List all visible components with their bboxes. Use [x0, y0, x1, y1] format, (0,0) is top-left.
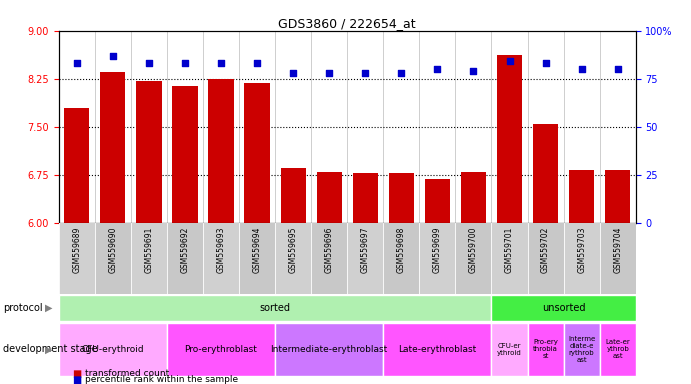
Bar: [167, 323, 275, 376]
Text: GSM559698: GSM559698: [397, 226, 406, 273]
Bar: [275, 223, 311, 294]
Bar: [564, 223, 600, 294]
Bar: [59, 223, 95, 294]
Text: CFU-er
ythroid: CFU-er ythroid: [497, 343, 522, 356]
Text: GSM559696: GSM559696: [325, 226, 334, 273]
Bar: [605, 170, 630, 223]
Bar: [281, 168, 305, 223]
Text: GSM559701: GSM559701: [505, 226, 514, 273]
Text: transformed count: transformed count: [85, 369, 169, 378]
Bar: [384, 323, 491, 376]
Point: [287, 70, 299, 76]
Point: [143, 60, 154, 66]
Bar: [600, 223, 636, 294]
Text: ■: ■: [73, 369, 82, 379]
Bar: [491, 223, 527, 294]
Text: CFU-erythroid: CFU-erythroid: [82, 345, 144, 354]
Point: [504, 58, 515, 65]
Bar: [461, 172, 486, 223]
Text: GSM559697: GSM559697: [361, 226, 370, 273]
Text: GSM559695: GSM559695: [289, 226, 298, 273]
Bar: [600, 323, 636, 376]
Text: sorted: sorted: [260, 303, 291, 313]
Text: Pro-ery
throbia
st: Pro-ery throbia st: [533, 339, 558, 359]
Text: GSM559689: GSM559689: [73, 226, 82, 273]
Text: GSM559699: GSM559699: [433, 226, 442, 273]
Bar: [316, 172, 342, 223]
Text: GSM559692: GSM559692: [180, 226, 189, 273]
Text: ▶: ▶: [45, 344, 53, 354]
Bar: [419, 223, 455, 294]
Text: ▶: ▶: [45, 303, 53, 313]
Bar: [425, 179, 450, 223]
Bar: [311, 223, 347, 294]
Bar: [527, 323, 564, 376]
Text: GSM559691: GSM559691: [144, 226, 153, 273]
Bar: [245, 83, 269, 223]
Bar: [172, 86, 198, 223]
Point: [71, 60, 82, 66]
Point: [576, 66, 587, 72]
Bar: [275, 323, 384, 376]
Bar: [384, 223, 419, 294]
Point: [540, 60, 551, 66]
Text: GSM559693: GSM559693: [216, 226, 225, 273]
Bar: [491, 295, 636, 321]
Text: GSM559702: GSM559702: [541, 226, 550, 273]
Bar: [203, 223, 239, 294]
Bar: [533, 124, 558, 223]
Text: GSM559700: GSM559700: [469, 226, 478, 273]
Text: Intermediate-erythroblast: Intermediate-erythroblast: [271, 345, 388, 354]
Bar: [59, 295, 491, 321]
Bar: [497, 55, 522, 223]
Text: development stage: development stage: [3, 344, 98, 354]
Text: GSM559690: GSM559690: [108, 226, 117, 273]
Bar: [239, 223, 275, 294]
Point: [360, 70, 371, 76]
Bar: [95, 223, 131, 294]
Bar: [527, 223, 564, 294]
Bar: [569, 170, 594, 223]
Text: GSM559694: GSM559694: [253, 226, 262, 273]
Bar: [491, 323, 527, 376]
Bar: [209, 79, 234, 223]
Bar: [352, 174, 378, 223]
Point: [432, 66, 443, 72]
Text: percentile rank within the sample: percentile rank within the sample: [85, 375, 238, 384]
Point: [216, 60, 227, 66]
Bar: [59, 323, 167, 376]
Point: [396, 70, 407, 76]
Bar: [564, 323, 600, 376]
Bar: [167, 223, 203, 294]
Text: Late-erythroblast: Late-erythroblast: [398, 345, 477, 354]
Text: GSM559704: GSM559704: [613, 226, 622, 273]
Text: ■: ■: [73, 375, 82, 384]
Point: [252, 60, 263, 66]
Text: Late-er
ythrob
ast: Late-er ythrob ast: [605, 339, 630, 359]
Bar: [131, 223, 167, 294]
Point: [612, 66, 623, 72]
Title: GDS3860 / 222654_at: GDS3860 / 222654_at: [278, 17, 416, 30]
Bar: [455, 223, 491, 294]
Bar: [347, 223, 384, 294]
Point: [180, 60, 191, 66]
Text: Pro-erythroblast: Pro-erythroblast: [184, 345, 258, 354]
Text: unsorted: unsorted: [542, 303, 585, 313]
Text: GSM559703: GSM559703: [577, 226, 586, 273]
Point: [107, 53, 118, 59]
Bar: [136, 81, 162, 223]
Text: Interme
diate-e
rythrob
ast: Interme diate-e rythrob ast: [568, 336, 595, 363]
Point: [468, 68, 479, 74]
Bar: [64, 108, 89, 223]
Bar: [389, 174, 414, 223]
Point: [323, 70, 334, 76]
Text: protocol: protocol: [3, 303, 43, 313]
Bar: [100, 72, 126, 223]
